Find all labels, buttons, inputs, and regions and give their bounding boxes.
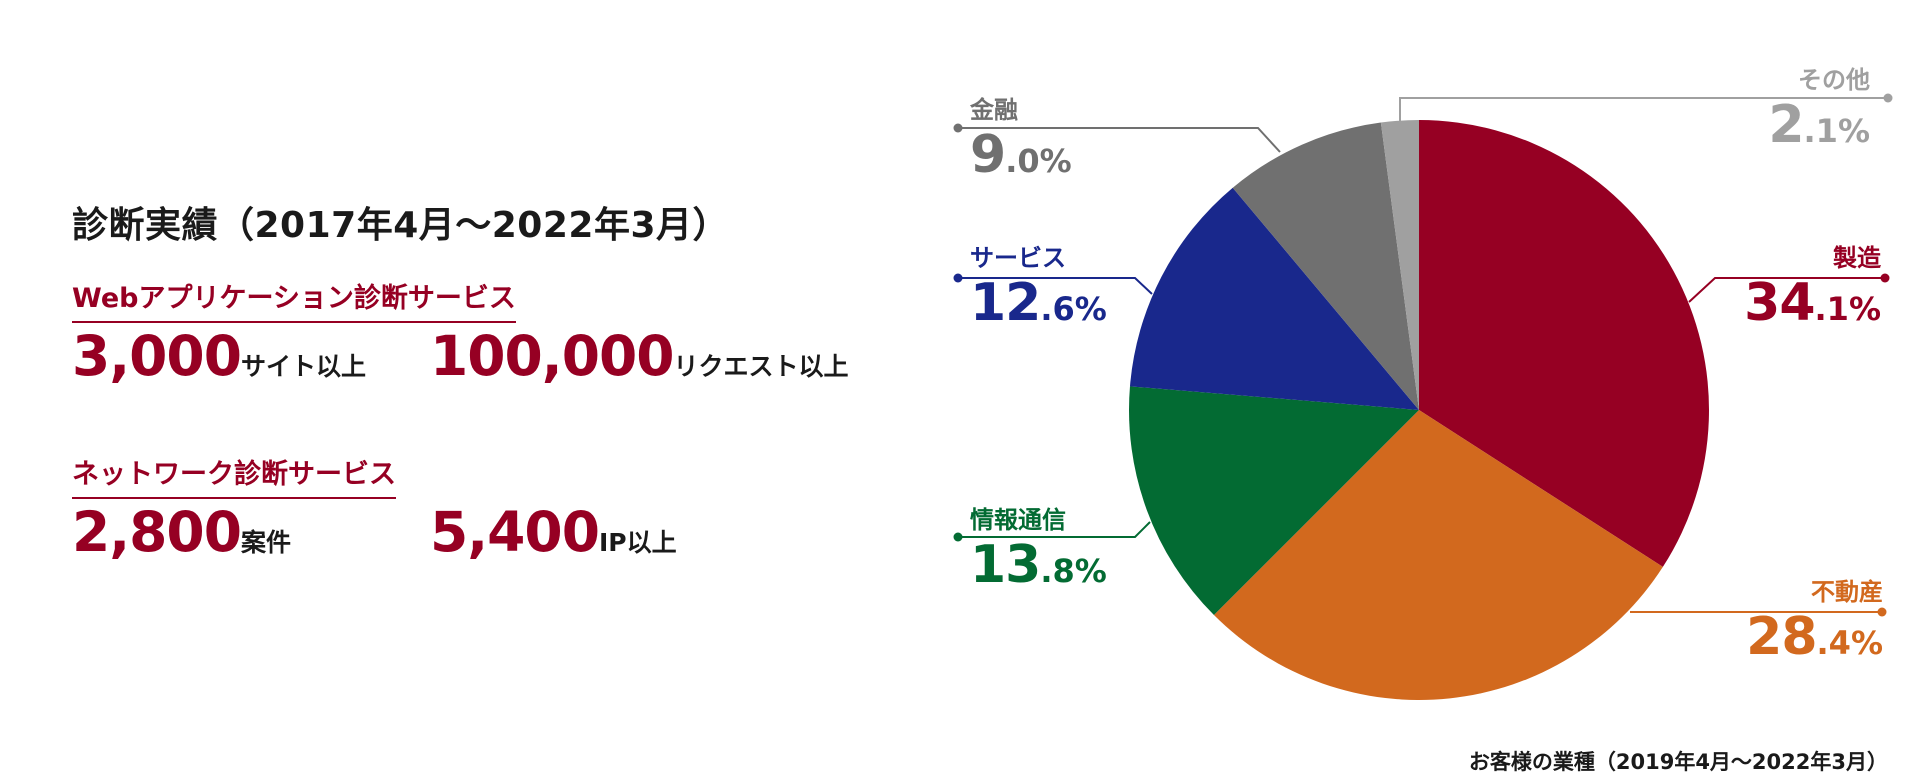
leader-line-finance [958, 127, 1281, 153]
chart-caption: お客様の業種（2019年4月〜2022年3月） [1468, 750, 1888, 774]
network-ips-unit: IP以上 [598, 528, 677, 557]
label-real-estate-pct: 28.4% [1746, 607, 1883, 667]
pie-slice-finance [1232, 122, 1419, 411]
label-telecom-pct: 13.8% [970, 535, 1107, 595]
leader-line-other [1399, 97, 1888, 124]
web-requests-unit: リクエスト以上 [673, 352, 849, 381]
web-stat-sites: 3,000サイト以上 [72, 324, 366, 388]
label-telecom: 情報通信 13.8% [970, 500, 1107, 595]
label-services-name: サービス [970, 244, 1066, 272]
leader-line-telecom [958, 521, 1151, 538]
pie-slice-real-estate [1213, 410, 1663, 700]
network-service-title: ネットワーク診断サービス [72, 452, 396, 499]
pie-slice-telecom [1129, 386, 1419, 616]
pie-slice-services [1129, 187, 1419, 410]
pie-slice-other [1380, 120, 1419, 410]
label-services: サービス 12.6% [970, 238, 1107, 333]
network-stat-ips: 5,400IP以上 [430, 500, 677, 564]
web-stat-requests: 100,000リクエスト以上 [430, 324, 849, 388]
label-finance: 金融 9.0% [970, 90, 1072, 185]
web-requests-value: 100,000 [430, 324, 675, 388]
leader-dot-telecom [953, 532, 963, 542]
network-cases-unit: 案件 [240, 528, 291, 557]
label-finance-name: 金融 [970, 96, 1018, 124]
label-manufacturing-pct: 34.1% [1744, 273, 1881, 333]
leader-dot-other [1883, 93, 1893, 103]
label-other: その他 2.1% [1768, 60, 1870, 155]
pie-slice-manufacturing [1419, 120, 1709, 567]
label-real-estate: 不動産 28.4% [1746, 572, 1883, 667]
leader-dot-manufacturing [1880, 273, 1890, 283]
network-stat-cases: 2,800案件 [72, 500, 291, 564]
leader-line-manufacturing [1688, 277, 1885, 303]
leader-line-services [958, 277, 1153, 295]
web-sites-unit: サイト以上 [240, 352, 366, 381]
network-ips-value: 5,400 [430, 500, 600, 564]
label-telecom-name: 情報通信 [970, 506, 1066, 534]
label-other-pct: 2.1% [1768, 95, 1870, 155]
page-title: 診断実績（2017年4月〜2022年3月） [72, 205, 729, 246]
network-cases-value: 2,800 [72, 500, 242, 564]
web-sites-value: 3,000 [72, 324, 242, 388]
leader-dot-services [953, 273, 963, 283]
label-manufacturing-name: 製造 [1833, 244, 1881, 272]
label-other-name: その他 [1798, 66, 1870, 94]
web-service-title: Webアプリケーション診断サービス [72, 276, 516, 323]
label-real-estate-name: 不動産 [1811, 578, 1883, 606]
leader-dot-real-estate [1877, 607, 1887, 617]
leader-dot-finance [953, 123, 963, 133]
label-manufacturing: 製造 34.1% [1744, 238, 1881, 333]
label-services-pct: 12.6% [970, 273, 1107, 333]
label-finance-pct: 9.0% [970, 125, 1072, 185]
